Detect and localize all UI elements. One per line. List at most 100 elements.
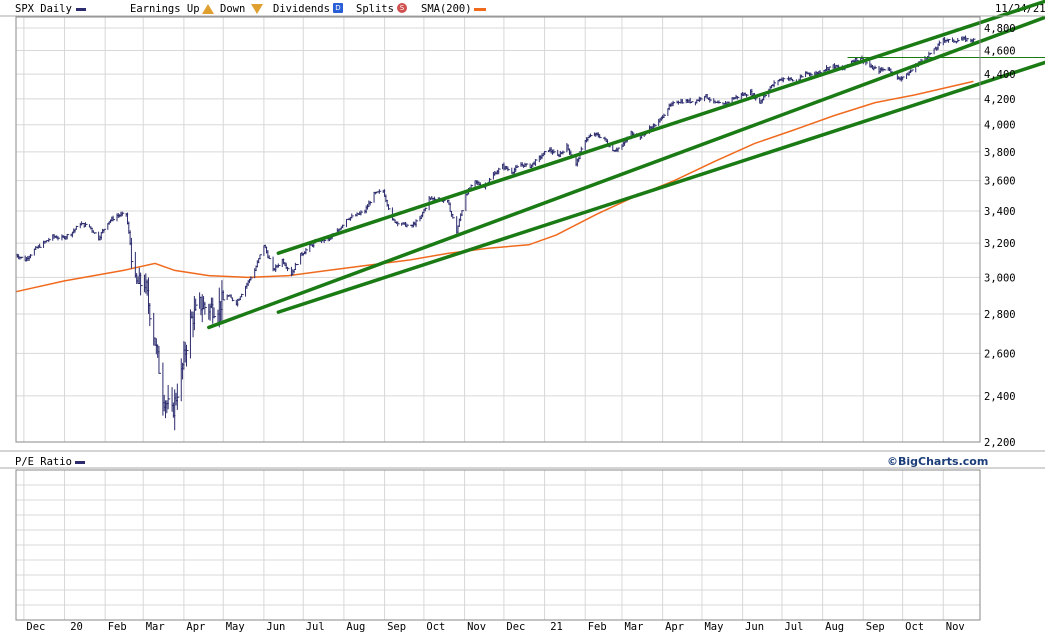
sma-legend-swatch [474,8,486,11]
price-bar [74,228,78,233]
y-tick-label: 4,600 [984,46,1016,58]
price-bar [293,269,297,274]
price-bar [681,98,685,104]
price-bar [20,256,24,259]
price-bar [294,262,298,270]
down-label: Down [220,3,246,15]
x-tick-label: Mar [624,621,643,633]
x-tick-label: Sep [387,621,406,633]
price-bar [966,38,969,42]
price-bar [874,65,878,69]
price-bar [690,101,694,103]
y-tick-label: 3,600 [984,176,1016,188]
dividends-icon: D [333,3,343,13]
price-bar [764,94,767,98]
price-bar [553,149,556,154]
y-tick-label: 3,800 [984,147,1016,159]
price-bar [121,211,125,217]
symbol-label: SPX Daily [15,3,72,15]
x-tick-label: 21 [550,621,563,633]
price-bar [230,294,234,299]
price-bar [204,301,207,315]
price-bar [415,219,419,228]
x-tick-label: Aug [825,621,844,633]
price-bar [277,263,281,268]
x-tick-label: 20 [70,621,83,633]
price-bar [342,224,345,229]
price-bar [369,200,373,206]
price-bar [176,383,180,410]
price-bar [231,297,235,302]
y-tick-label: 3,000 [984,272,1016,284]
price-bar [286,266,290,272]
price-bar [465,193,468,212]
price-bar [130,237,134,269]
x-tick-label: Aug [346,621,365,633]
price-bar [461,210,464,217]
price-bar [672,100,676,107]
price-bar [938,40,942,47]
price-bar [378,189,382,194]
price-bar [516,164,520,168]
price-bar [250,276,253,281]
price-bar [589,133,593,138]
pe-ratio-label: P/E Ratio [15,456,72,468]
price-bar [66,233,70,240]
x-tick-label: Jul [784,621,803,633]
earnings-down-icon [251,4,263,14]
price-bar [929,52,933,55]
price-bar [29,254,33,259]
price-bar [883,69,887,71]
price-bar [158,346,161,374]
price-bar [972,38,976,43]
price-bar [94,232,97,234]
price-bar [433,196,437,201]
chart-grid [16,17,980,620]
y-tick-label: 3,400 [984,206,1016,218]
price-bar [599,133,602,139]
price-bar [75,225,79,230]
dividends-label: Dividends [273,3,330,15]
price-bar [140,272,143,296]
price-bar [544,150,547,156]
price-bar [525,163,529,167]
price-bar [351,213,354,219]
price-bar [801,74,804,78]
price-bar [305,248,308,255]
x-tick-label: Oct [905,621,924,633]
x-tick-label: Jun [266,621,285,633]
x-tick-label: Jul [306,621,325,633]
price-bar [48,237,51,243]
price-bar [746,94,749,98]
price-bar [213,307,217,319]
x-tick-label: Apr [186,621,205,633]
price-bar [387,204,391,210]
price-panel-frame [15,16,981,443]
sma-series [15,80,974,293]
y-tick-label: 4,400 [984,69,1016,81]
chart-frames [0,15,1045,621]
price-bar [782,77,786,83]
y-tick-label: 3,200 [984,238,1016,250]
y-tick-label: 2,800 [984,309,1016,321]
price-bar [911,69,914,72]
price-bar [773,80,777,88]
price-bar [85,222,88,227]
pe-legend-swatch [75,461,85,464]
price-bar [562,150,565,155]
y-tick-label: 4,200 [984,94,1016,106]
price-bar [534,159,538,166]
x-tick-label: May [226,621,245,633]
price-legend-swatch [76,8,86,11]
y-tick-label: 2,200 [984,437,1016,449]
trend-lines [207,0,1045,330]
price-bar [498,167,501,175]
price-bar [654,123,657,128]
sma-line [15,80,974,293]
x-tick-label: Nov [467,621,486,633]
brand-label[interactable]: ©BigCharts.com [887,455,989,468]
price-bar [488,177,492,183]
x-tick-label: Feb [108,621,127,633]
price-bar [663,113,666,118]
trend-line [276,60,1045,314]
